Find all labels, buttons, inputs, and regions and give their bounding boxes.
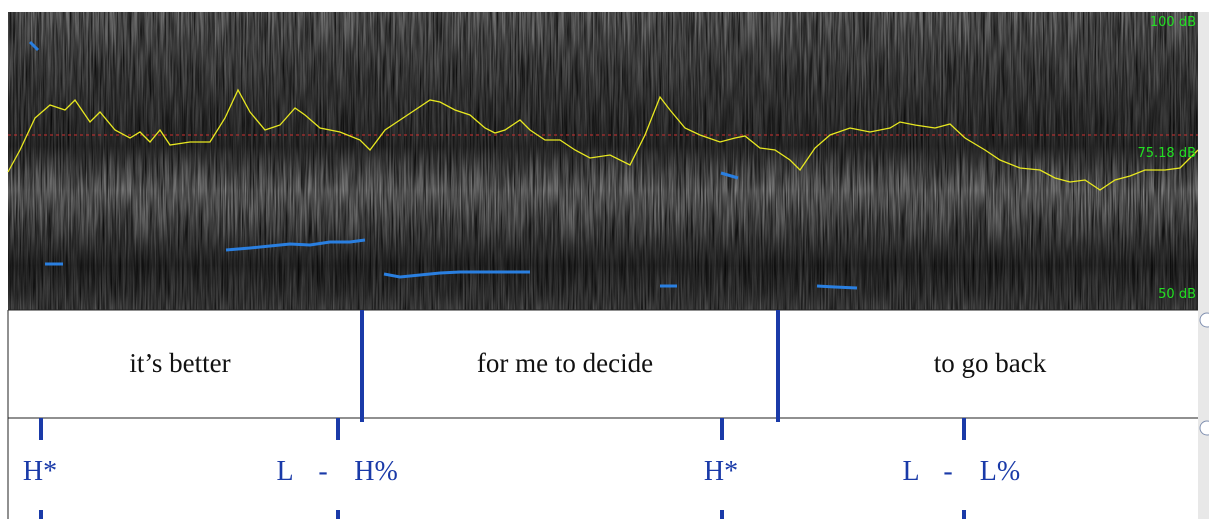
tier-handle[interactable] (1199, 312, 1209, 328)
tone-label: H% (354, 456, 398, 487)
tone-label: L (902, 456, 919, 487)
interval-boundaries (360, 310, 780, 422)
pitch-segment (383, 270, 530, 279)
tone-label: L% (980, 456, 1020, 487)
tone-label: - (943, 456, 952, 487)
point-markers (39, 418, 966, 519)
pitch-segment (720, 171, 739, 180)
scale-label: 100 dB (1150, 15, 1196, 30)
interval-label[interactable]: for me to decide (477, 348, 653, 378)
scale-label: 75.18 dB (1137, 146, 1196, 161)
tone-label: H* (23, 456, 57, 487)
pitch-track (28, 40, 858, 290)
pitch-segment (225, 238, 366, 252)
spectrogram: 100 dB 75.18 dB 50 dB (7, 12, 1199, 310)
tier-handle[interactable] (1199, 420, 1209, 436)
scroll-strip (1198, 12, 1209, 519)
tone-label: H* (704, 456, 738, 487)
intensity-curve (7, 88, 1199, 191)
scale-label: 50 dB (1158, 287, 1196, 302)
interval-label[interactable]: to go back (934, 348, 1047, 378)
tone-label: L (276, 456, 293, 487)
pitch-segment (816, 284, 858, 290)
interval-label[interactable]: it’s better (129, 348, 230, 378)
spectrogram-noise (8, 12, 1198, 310)
pitch-segment (28, 40, 40, 52)
tone-label: - (318, 456, 327, 487)
